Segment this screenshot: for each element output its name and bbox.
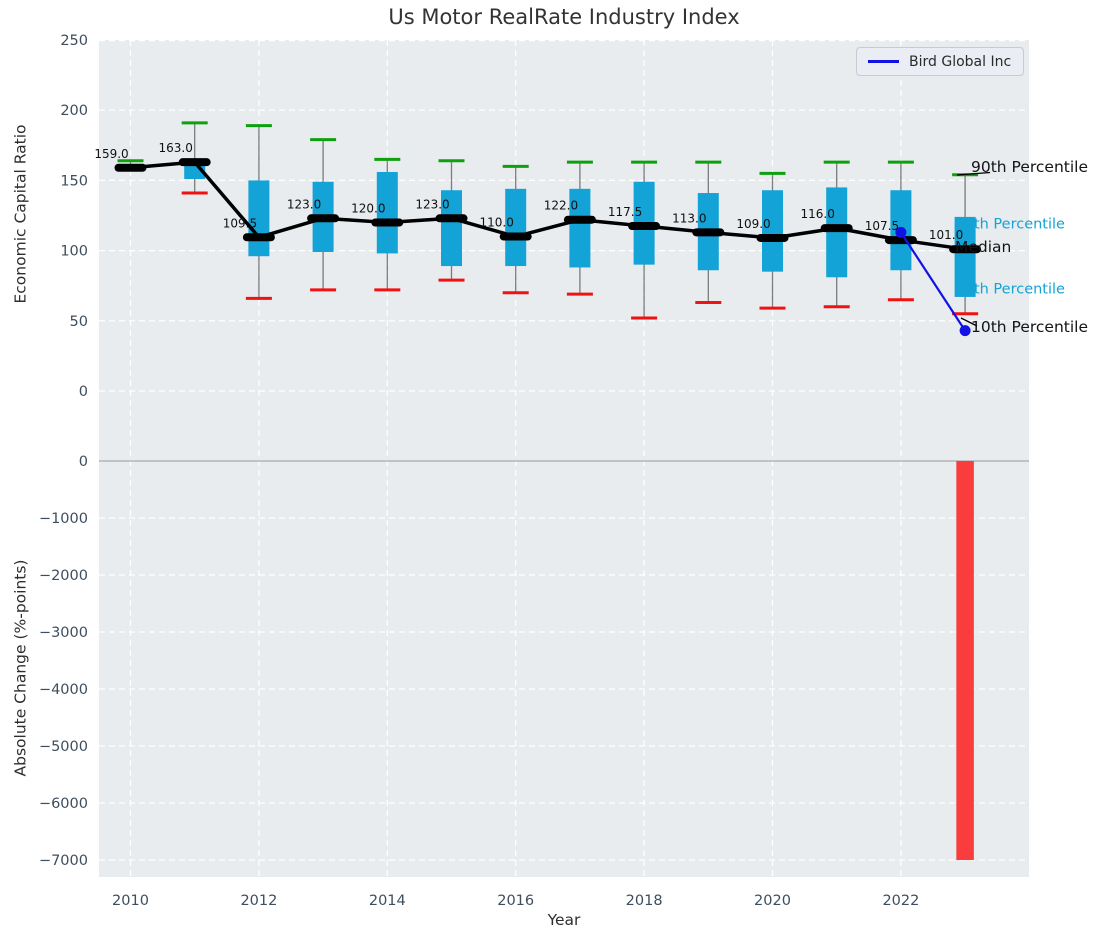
legend-line-swatch	[868, 60, 899, 63]
y-tick-top-200: 200	[60, 103, 88, 119]
median-marker-2015	[435, 214, 468, 223]
median-value-label-2018: 117.5	[608, 205, 642, 219]
median-value-label-2023: 101.0	[929, 228, 963, 242]
y-axis-label-top: Economic Capital Ratio	[11, 124, 30, 304]
boxplot-box-2021	[826, 187, 848, 278]
y-tick-bottom--5000: −5000	[39, 739, 88, 755]
annotation-leader-10th	[960, 317, 978, 327]
company-point-2022	[895, 226, 907, 238]
median-marker-2013	[307, 214, 340, 223]
company-line	[899, 231, 967, 332]
x-tick-2020: 2020	[754, 893, 791, 909]
legend: Bird Global Inc	[856, 47, 1024, 76]
plot-background	[99, 40, 1029, 877]
median-value-label-2017: 122.0	[544, 199, 578, 213]
y-tick-bottom--6000: −6000	[39, 796, 88, 812]
median-marker-2010	[114, 163, 147, 172]
annotation-leader-90th	[956, 171, 991, 176]
median-value-label-2022: 107.5	[865, 219, 899, 233]
y-tick-bottom--3000: −3000	[39, 625, 88, 641]
median-value-label-2014: 120.0	[351, 202, 385, 216]
x-tick-2022: 2022	[882, 893, 919, 909]
median-value-label-2013: 123.0	[287, 197, 321, 211]
median-marker-2022	[884, 236, 917, 245]
median-marker-2012	[242, 233, 275, 242]
x-tick-2018: 2018	[626, 893, 663, 909]
annotation-75th-percentile: 75th Percentile	[956, 217, 1066, 233]
median-value-label-2010: 159.0	[94, 147, 128, 161]
annotation-25th-percentile: 25th Percentile	[956, 282, 1066, 298]
boxplot-box-2014	[376, 171, 398, 254]
y-tick-bottom-0: 0	[79, 454, 88, 470]
annotation-90th-percentile: 90th Percentile	[971, 158, 1089, 176]
chart-title: Us Motor RealRate Industry Index	[388, 5, 740, 29]
median-marker-2023	[949, 245, 982, 254]
company-point-2023	[959, 325, 971, 337]
boxplot-box-2017	[569, 188, 591, 268]
median-marker-2018	[628, 222, 661, 231]
median-marker-2020	[756, 233, 789, 242]
x-tick-2014: 2014	[369, 893, 406, 909]
absolute-change-bar-2023	[956, 461, 974, 860]
x-tick-2012: 2012	[240, 893, 277, 909]
y-tick-bottom--4000: −4000	[39, 682, 88, 698]
y-tick-top-150: 150	[60, 173, 88, 189]
median-value-label-2020: 109.0	[736, 217, 770, 231]
boxplot-box-2020	[762, 190, 783, 272]
y-tick-top-0: 0	[79, 384, 88, 400]
median-value-label-2016: 110.0	[480, 216, 514, 230]
y-tick-bottom--7000: −7000	[39, 853, 88, 869]
x-tick-2010: 2010	[112, 893, 149, 909]
y-tick-top-250: 250	[60, 33, 88, 49]
boxplot-box-2016	[505, 188, 527, 267]
x-axis-label: Year	[547, 911, 581, 929]
y-tick-bottom--2000: −2000	[39, 568, 88, 584]
median-value-label-2011: 163.0	[159, 141, 193, 155]
boxplot-box-2023	[954, 216, 976, 297]
median-marker-2017	[563, 215, 596, 224]
y-axis-label-bottom: Absolute Change (%-points)	[11, 559, 30, 777]
median-value-label-2015: 123.0	[415, 197, 449, 211]
y-tick-top-50: 50	[70, 314, 88, 330]
median-value-label-2019: 113.0	[672, 211, 706, 225]
annotation-median: Median	[955, 238, 1012, 256]
median-value-label-2021: 116.0	[801, 207, 835, 221]
median-marker-2019	[692, 228, 725, 237]
median-marker-2016	[499, 232, 532, 241]
y-tick-bottom--1000: −1000	[39, 511, 88, 527]
median-marker-2021	[820, 224, 853, 233]
x-tick-2016: 2016	[497, 893, 534, 909]
legend-label: Bird Global Inc	[909, 53, 1012, 70]
median-marker-2011	[178, 158, 211, 167]
y-tick-top-100: 100	[60, 244, 88, 260]
boxplot-box-2015	[441, 190, 462, 267]
median-marker-2014	[371, 218, 404, 227]
annotation-10th-percentile: 10th Percentile	[971, 318, 1089, 336]
median-value-label-2012: 109.5	[223, 216, 257, 230]
